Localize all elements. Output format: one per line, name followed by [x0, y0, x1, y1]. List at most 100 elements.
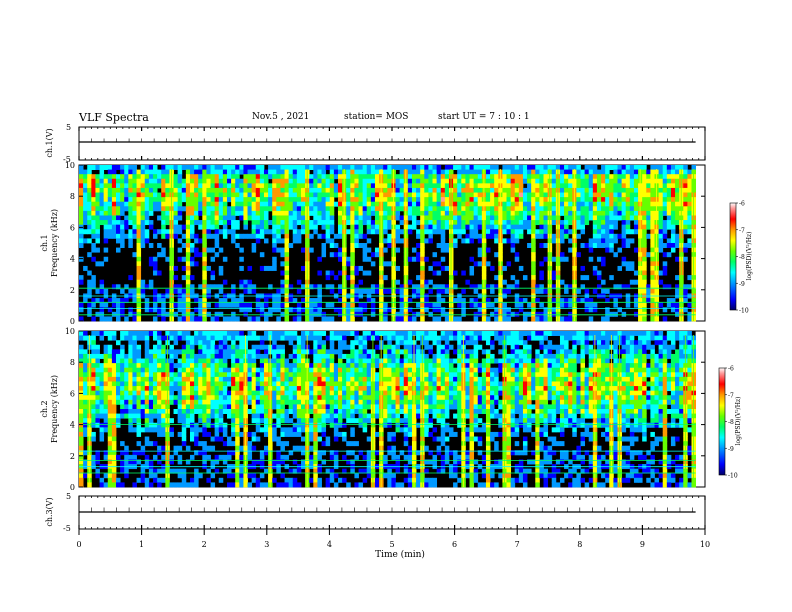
spectrogram-cell	[272, 302, 277, 308]
spectrogram-cell	[609, 224, 614, 230]
spectrogram-cell	[675, 201, 680, 207]
spectrogram-cell	[140, 404, 146, 410]
spectrogram-cell	[633, 165, 639, 170]
spectrogram-cell	[527, 220, 532, 226]
spectrogram-cell	[601, 165, 606, 170]
spectrogram-cell	[239, 206, 244, 212]
spectrogram-cell	[494, 275, 499, 281]
spectrogram-cell	[666, 243, 672, 248]
spectrogram-cell	[325, 270, 331, 276]
spectrogram-cell	[210, 376, 216, 382]
spectrogram-cell	[411, 316, 417, 322]
spectrogram-cell	[251, 284, 257, 290]
spectrogram-cell	[366, 224, 372, 230]
spectrogram-cell	[185, 395, 191, 401]
spectrogram-cell	[111, 284, 117, 290]
spectrogram-cell	[226, 183, 232, 189]
spectrogram-cell	[198, 169, 203, 175]
spectrogram-cell	[165, 178, 170, 184]
spectrogram-cell	[366, 165, 372, 170]
spectrogram-cell	[605, 307, 610, 313]
spectrogram-cell	[629, 192, 635, 198]
spectrogram-cell	[173, 409, 179, 414]
spectrogram-cell	[490, 288, 495, 294]
spectrogram-cell	[650, 261, 655, 267]
spectrogram-cell	[173, 302, 179, 308]
spectrogram-cell	[173, 311, 179, 317]
spectrogram-cell	[95, 376, 100, 382]
spectrogram-cell	[128, 454, 133, 460]
spectrogram-cell	[317, 206, 322, 212]
spectrogram-cell	[124, 353, 129, 359]
spectrogram-cell	[457, 201, 462, 207]
spectrogram-cell	[337, 178, 343, 184]
spectrogram-cell	[206, 395, 211, 401]
spectrogram-cell	[198, 413, 203, 419]
spectrogram-cell	[309, 311, 314, 317]
spectrogram-cell	[539, 316, 544, 322]
spectrogram-cell	[218, 206, 224, 212]
spectrogram-cell	[366, 270, 372, 276]
spectrogram-cell	[194, 210, 199, 216]
spectrogram-cell	[247, 307, 253, 313]
spectrogram-cell	[272, 183, 277, 189]
spectrogram-cell	[140, 363, 146, 369]
spectrogram-cell	[518, 183, 524, 189]
spectrogram-cell	[613, 238, 618, 244]
spectrogram-cell	[601, 224, 606, 230]
spectrogram-cell	[605, 215, 610, 221]
spectrogram-cell	[629, 215, 635, 221]
spectrogram-cell	[148, 422, 154, 428]
spectrogram-cell	[288, 192, 294, 198]
spectrogram-cell	[226, 473, 232, 479]
spectrogram-cell	[522, 220, 528, 226]
spectrogram-cell	[407, 206, 413, 212]
spectrogram-cell	[120, 233, 125, 239]
spectrogram-cell	[222, 372, 228, 378]
spectrogram-cell	[350, 256, 355, 262]
spectrogram-cell	[111, 302, 117, 308]
spectrogram-cell	[675, 307, 680, 313]
spectrogram-cell	[79, 169, 84, 175]
spectrogram-cell	[173, 288, 179, 294]
spectrogram-cell	[157, 418, 162, 424]
spectrogram-cell	[576, 187, 581, 193]
spectrogram-cell	[103, 367, 109, 373]
spectrogram-cell	[214, 431, 220, 437]
spectrogram-cell	[99, 279, 105, 285]
spectrogram-cell	[292, 298, 298, 304]
spectrogram-cell	[152, 376, 158, 382]
spectrogram-cell	[120, 298, 125, 304]
spectrogram-cell	[251, 224, 257, 230]
spectrogram-cell	[543, 183, 549, 189]
spectrogram-cell	[194, 261, 199, 267]
spectrogram-cell	[165, 311, 170, 317]
spectrogram-cell	[276, 307, 281, 313]
spectrogram-cell	[255, 390, 261, 396]
spectrogram-cell	[103, 376, 109, 382]
spectrogram-cell	[226, 344, 232, 350]
spectrogram-cell	[535, 316, 540, 322]
spectrogram-cell	[666, 183, 672, 189]
spectrogram-cell	[189, 201, 195, 207]
spectrogram-cell	[670, 169, 676, 175]
spectrogram-cell	[239, 473, 244, 479]
spectrogram-cell	[79, 409, 84, 414]
spectrogram-cell	[588, 165, 594, 170]
spectrogram-cell	[259, 215, 265, 221]
spectrogram-cell	[485, 215, 491, 221]
spectrogram-cell	[185, 288, 191, 294]
spectrogram-cell	[317, 256, 322, 262]
spectrogram-cell	[161, 206, 166, 212]
spectrogram-cell	[354, 270, 359, 276]
spectrogram-cell	[502, 220, 507, 226]
spectrogram-cell	[539, 284, 544, 290]
spectrogram-cell	[251, 381, 257, 387]
spectrogram-cell	[539, 178, 544, 184]
spectrogram-cell	[461, 288, 466, 294]
spectrogram-cell	[157, 335, 162, 341]
spectrogram-cell	[144, 459, 150, 465]
spectrogram-cell	[181, 353, 187, 359]
spectrogram-cell	[128, 192, 133, 198]
spectrogram-cell	[646, 192, 651, 198]
